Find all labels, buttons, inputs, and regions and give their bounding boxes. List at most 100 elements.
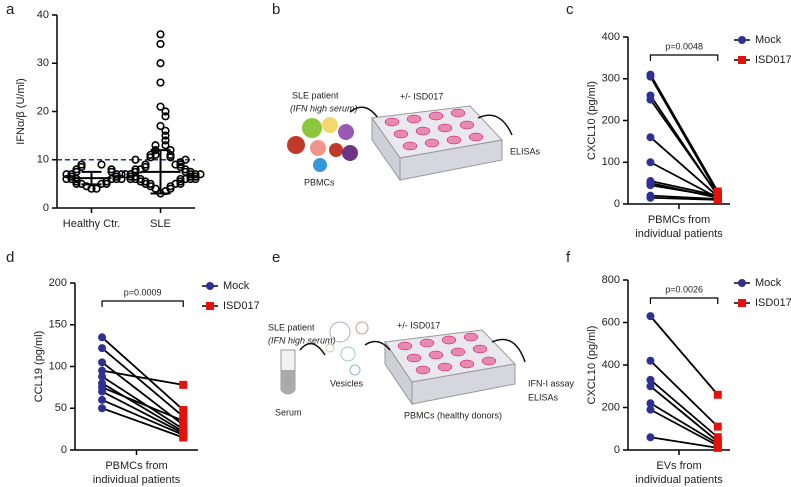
wells (397, 332, 497, 375)
pair-line (101, 375, 184, 430)
pair-line (650, 180, 718, 197)
point (98, 395, 107, 404)
panel-letter: c (566, 1, 574, 18)
y-tick-label: 100 (49, 360, 67, 372)
legend-label: Mock (755, 277, 782, 289)
point (77, 160, 86, 169)
point (98, 366, 107, 375)
y-axis-label: IFNα/β (U/ml) (15, 78, 27, 144)
legend-label: ISD017 (755, 54, 791, 66)
cell-icon (313, 158, 327, 172)
point (646, 405, 655, 414)
diagram-label: Vesicles (330, 378, 364, 388)
y-tick-label: 300 (602, 73, 620, 85)
point (156, 78, 165, 87)
pair-line (101, 336, 184, 411)
diagram-label: IFN-I assay (528, 378, 575, 388)
point (179, 416, 188, 425)
point (131, 165, 140, 174)
arrow (299, 342, 326, 356)
legend-label: Mock (223, 280, 250, 292)
panel-letter: f (566, 249, 571, 266)
point (166, 153, 175, 162)
y-tick-label: 200 (602, 401, 620, 413)
point (713, 443, 722, 452)
point (62, 170, 71, 179)
point (156, 30, 165, 39)
pair-line (649, 99, 719, 196)
x-axis-label: individual patients (93, 474, 181, 486)
diagram-label: (IFN high serum) (268, 335, 336, 345)
y-tick-label: 600 (602, 316, 620, 328)
point (161, 126, 170, 135)
point (98, 372, 107, 381)
x-axis-label: individual patients (635, 474, 723, 486)
cell-icon (287, 136, 305, 154)
pair-line (650, 196, 718, 201)
point (161, 112, 170, 121)
point (646, 133, 655, 142)
panel-letter: b (272, 1, 280, 18)
y-axis-label: CXCL10 (pg/ml) (586, 326, 598, 405)
point (151, 141, 160, 150)
point (161, 131, 170, 140)
point (646, 72, 655, 81)
pair-line (650, 408, 719, 447)
pair-line (101, 382, 184, 433)
legend-label: ISD017 (755, 297, 791, 309)
significance-bracket (649, 297, 719, 304)
cell-icon (329, 143, 343, 157)
point (176, 174, 185, 184)
diagram-label: SLE patient (268, 322, 315, 332)
diagram-label: ELISAs (528, 392, 559, 402)
point (179, 433, 188, 442)
point (713, 195, 722, 204)
point (646, 399, 655, 408)
point (156, 59, 165, 68)
point (179, 380, 188, 389)
p-value: p=0.0026 (665, 284, 703, 294)
point (646, 433, 655, 442)
pair-line (101, 399, 184, 436)
point (98, 387, 107, 396)
y-axis-label: CXCL10 (pg/ml) (586, 81, 598, 160)
cell-icon (342, 145, 358, 161)
tube-serum (281, 370, 295, 394)
y-tick-label: 0 (614, 444, 620, 456)
point (646, 356, 655, 365)
point (646, 95, 655, 104)
point (156, 39, 165, 49)
panel-letter: a (6, 1, 15, 18)
point (141, 160, 150, 169)
y-tick-label: 200 (49, 277, 67, 289)
diagram-label: Serum (275, 407, 302, 417)
point (98, 358, 107, 367)
x-tick-label: SLE (150, 218, 171, 230)
point (98, 333, 107, 342)
pair-line (650, 161, 719, 199)
point (646, 181, 655, 190)
legend-label: Mock (755, 34, 782, 46)
cell-icon (310, 140, 326, 156)
y-tick-label: 0 (43, 202, 49, 214)
diagram-e: e SLE patient (IFN high serum) Serum Ves… (268, 249, 575, 420)
p-value: p=0.0048 (665, 41, 703, 51)
pair-line (101, 390, 184, 435)
y-tick-label: 200 (602, 114, 620, 126)
point (117, 170, 126, 179)
point (181, 155, 190, 164)
y-tick-label: 150 (49, 319, 67, 331)
y-tick-label: 50 (55, 402, 67, 414)
pair-line (650, 184, 718, 198)
legend-marker (738, 36, 746, 44)
y-tick-label: 10 (37, 154, 49, 166)
point (646, 312, 655, 321)
p-value: p=0.0009 (124, 287, 162, 297)
arrow (364, 340, 391, 351)
diagram-label: PBMCs (healthy donors) (404, 410, 502, 420)
y-tick-label: 800 (602, 274, 620, 286)
diagram-label: +/- ISD017 (400, 91, 443, 101)
cell-icon (338, 124, 354, 140)
pair-line (649, 76, 719, 195)
